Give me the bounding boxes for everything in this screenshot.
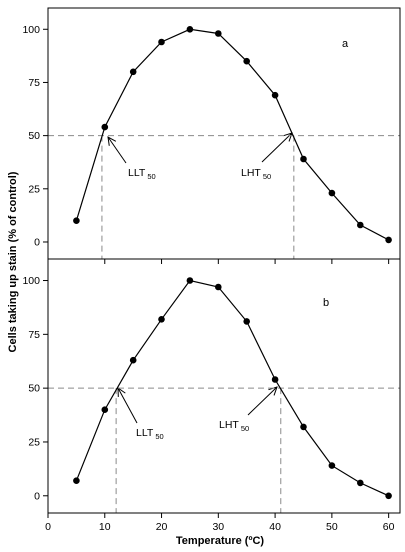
panel-b-data-point — [158, 316, 165, 323]
panel-b-y-tick-label: 100 — [22, 275, 40, 287]
panel-a-data-point — [158, 38, 165, 46]
panel-b-letter: b — [323, 297, 329, 309]
panel-b-data-point — [215, 283, 222, 291]
panel-b-llt-annotation: LLT 50 — [118, 388, 164, 441]
panel-a-y-tick-label: 50 — [28, 130, 40, 142]
panel-b-llt-arrow — [118, 388, 138, 424]
panel-b-lht-arrow — [247, 387, 277, 416]
panel-b-x-tick-label: 50 — [326, 521, 338, 533]
panel-a-llt-label: LLT 50 — [128, 167, 156, 181]
panel-b-data-point — [129, 356, 137, 364]
panel-a-y-tick-label: 75 — [28, 77, 40, 89]
panel-a-data-point — [186, 26, 194, 33]
panel-b-y-tick-label: 50 — [28, 383, 40, 395]
y-axis-title: Cells taking up stain (% of control) — [7, 171, 19, 352]
panel-a-y-tick-label: 0 — [34, 236, 40, 248]
panel-b-y-tick-label: 0 — [34, 490, 40, 502]
panel-b-data-point — [101, 406, 109, 414]
panel-b-lht-label: LHT 50 — [219, 419, 249, 433]
x-axis-title: Temperature (ºC) — [176, 535, 264, 547]
panel-a-data-point — [243, 57, 250, 65]
panel-a-llt-arrow — [108, 137, 127, 164]
panel-b-data-point — [243, 318, 250, 325]
panel-a-lht-arrow — [261, 133, 292, 163]
panel-a-data-point — [215, 30, 222, 37]
panel-b-data-point — [328, 462, 336, 469]
panel-b-data-point — [73, 477, 80, 485]
panel-a-data-point — [271, 91, 279, 99]
panel-a-data-point — [328, 189, 336, 197]
panel-a-data-point — [357, 221, 364, 229]
panel-a-llt-annotation: LLT 50 — [108, 137, 156, 181]
panel-b-x-tick-label: 10 — [99, 521, 111, 533]
panel-a-letter: a — [342, 38, 349, 50]
panel-b-data-point — [186, 277, 194, 284]
panel-b-lht-annotation: LHT 50 — [219, 387, 277, 433]
panel-b-data-point — [385, 492, 392, 500]
panel-b-frame — [47, 258, 401, 514]
panel-b-data-point — [271, 376, 279, 383]
panel-a-data-point — [101, 123, 109, 131]
panel-b-series-line — [75, 279, 389, 497]
panel-b-y-tick-label: 25 — [28, 436, 40, 448]
panel-a-y-tick-label: 25 — [28, 183, 40, 195]
panel-a-data-point — [129, 68, 137, 76]
panel-b-x-tick-label: 20 — [156, 521, 168, 533]
panel-a-y-tick-label: 100 — [22, 24, 40, 36]
panel-a-data-point — [385, 236, 392, 244]
panel-a-lht-label: LHT 50 — [241, 167, 271, 181]
panel-b-x-tick-label: 30 — [212, 521, 224, 533]
panel-a-data-point — [300, 155, 307, 163]
panel-b-y-tick-label: 75 — [28, 329, 40, 341]
panel-a-data-point — [73, 217, 80, 224]
panel-a-lht-annotation: LHT 50 — [241, 133, 292, 181]
panel-b-x-tick-label: 40 — [269, 521, 281, 533]
panel-b-llt-label: LLT 50 — [136, 427, 164, 441]
panel-b-data-point — [300, 423, 307, 431]
panel-b-data-point — [357, 479, 364, 487]
panel-b-x-tick-label: 0 — [45, 521, 51, 533]
panel-b-x-tick-label: 60 — [383, 521, 395, 533]
panel-b: b LLT 50 LHT 50 0 25 50 75 100 0 10 20 30 40 50 60 — [22, 258, 401, 533]
panel-a-series-line — [75, 28, 389, 241]
panel-a: a LLT 50 LHT 50 0 25 50 75 100 — [22, 7, 401, 264]
